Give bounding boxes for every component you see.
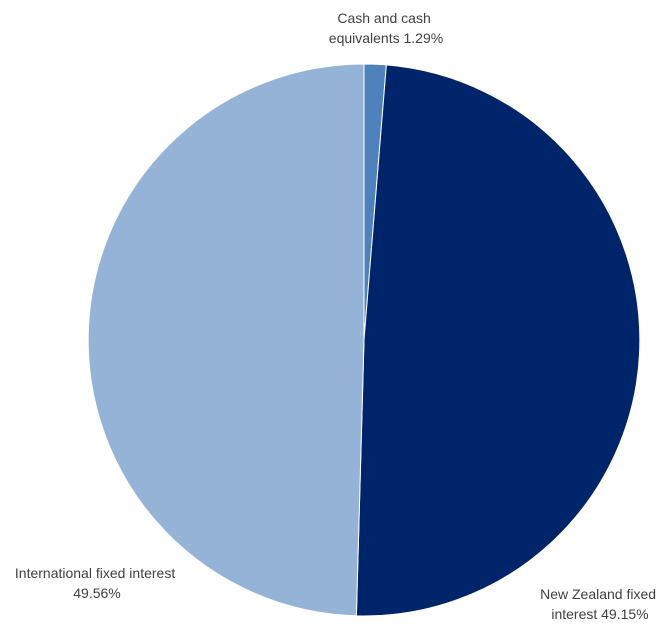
slice-label-new-zealand-line-2: interest 49.15%	[551, 606, 648, 622]
slice-label-international-line-2: 49.56%	[73, 585, 120, 601]
pie-slice-new-zealand-fixed-interest	[355, 64, 641, 617]
slice-label-cash: Cash and cash equivalents 1.29%	[329, 10, 443, 46]
pie-slice-international-fixed-interest	[87, 63, 365, 617]
slice-label-cash-line-2: equivalents 1.29%	[329, 30, 443, 46]
pie-slices	[87, 63, 641, 617]
slice-label-international-line-1: International fixed interest	[15, 565, 175, 581]
slice-label-new-zealand-line-1: New Zealand fixed	[540, 586, 656, 602]
slice-label-international-fixed-interest: International fixed interest 49.56%	[15, 565, 179, 601]
slice-label-cash-line-1: Cash and cash	[337, 10, 430, 26]
slice-label-new-zealand-fixed-interest: New Zealand fixed interest 49.15%	[540, 586, 660, 622]
